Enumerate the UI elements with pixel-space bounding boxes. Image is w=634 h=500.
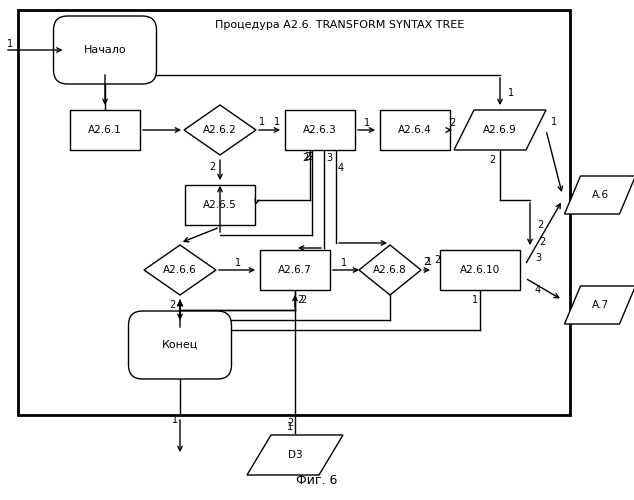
FancyBboxPatch shape — [129, 311, 231, 379]
Bar — [285, 110, 355, 150]
Polygon shape — [454, 110, 546, 150]
Text: Процедура А2.6. TRANSFORM SYNTAX TREE: Процедура А2.6. TRANSFORM SYNTAX TREE — [216, 20, 465, 30]
Text: 1: 1 — [7, 39, 13, 49]
Text: D3: D3 — [288, 450, 302, 460]
Text: А2.6.7: А2.6.7 — [278, 265, 312, 275]
Text: 2: 2 — [423, 257, 429, 267]
Text: 2: 2 — [449, 118, 455, 128]
Text: А.7: А.7 — [592, 300, 609, 310]
Text: 2: 2 — [209, 162, 215, 172]
Text: 2: 2 — [304, 152, 310, 162]
Text: 1: 1 — [235, 258, 241, 268]
Text: 1: 1 — [274, 117, 280, 127]
Text: 2: 2 — [169, 300, 175, 310]
Bar — [260, 250, 330, 290]
Text: 1: 1 — [426, 257, 432, 267]
Polygon shape — [564, 176, 634, 214]
Text: А.6: А.6 — [592, 190, 609, 200]
Text: 2: 2 — [434, 255, 440, 265]
Text: А2.6.6: А2.6.6 — [163, 265, 197, 275]
Text: 1: 1 — [342, 258, 347, 268]
Bar — [70, 110, 140, 150]
Text: 2: 2 — [537, 220, 543, 230]
Bar — [185, 185, 255, 225]
Text: А2.6.2: А2.6.2 — [203, 125, 237, 135]
Polygon shape — [144, 245, 216, 295]
Text: А2.6.4: А2.6.4 — [398, 125, 432, 135]
Text: 4: 4 — [338, 163, 344, 173]
Text: 1: 1 — [365, 118, 370, 128]
FancyBboxPatch shape — [53, 16, 157, 84]
Polygon shape — [359, 245, 421, 295]
Polygon shape — [184, 105, 256, 155]
Text: Начало: Начало — [84, 45, 126, 55]
Text: 1: 1 — [551, 117, 557, 127]
Text: 4: 4 — [535, 285, 541, 295]
Text: А2.6.10: А2.6.10 — [460, 265, 500, 275]
Text: Конец: Конец — [162, 340, 198, 350]
Text: А2.6.5: А2.6.5 — [203, 200, 237, 210]
Text: 2: 2 — [302, 153, 308, 163]
Text: 2: 2 — [297, 295, 303, 305]
Text: 2: 2 — [489, 155, 495, 165]
Text: 1: 1 — [259, 117, 265, 127]
Bar — [440, 250, 520, 290]
Text: 3: 3 — [326, 153, 332, 163]
Text: 2: 2 — [539, 237, 545, 247]
Text: 1: 1 — [508, 88, 514, 98]
Polygon shape — [247, 435, 343, 475]
Polygon shape — [564, 286, 634, 324]
Text: А2.6.3: А2.6.3 — [303, 125, 337, 135]
Text: 1: 1 — [287, 422, 293, 432]
Text: 2: 2 — [287, 418, 293, 428]
Text: 1: 1 — [172, 415, 178, 425]
Text: А2.6.1: А2.6.1 — [88, 125, 122, 135]
Bar — [380, 110, 450, 150]
Text: А2.6.9: А2.6.9 — [483, 125, 517, 135]
Text: Фиг. 6: Фиг. 6 — [296, 474, 338, 486]
Text: 2: 2 — [307, 152, 313, 162]
Text: 3: 3 — [535, 253, 541, 263]
Text: А2.6.8: А2.6.8 — [373, 265, 407, 275]
Text: 1: 1 — [472, 295, 478, 305]
Text: 2: 2 — [300, 295, 306, 305]
Bar — [18, 10, 570, 415]
